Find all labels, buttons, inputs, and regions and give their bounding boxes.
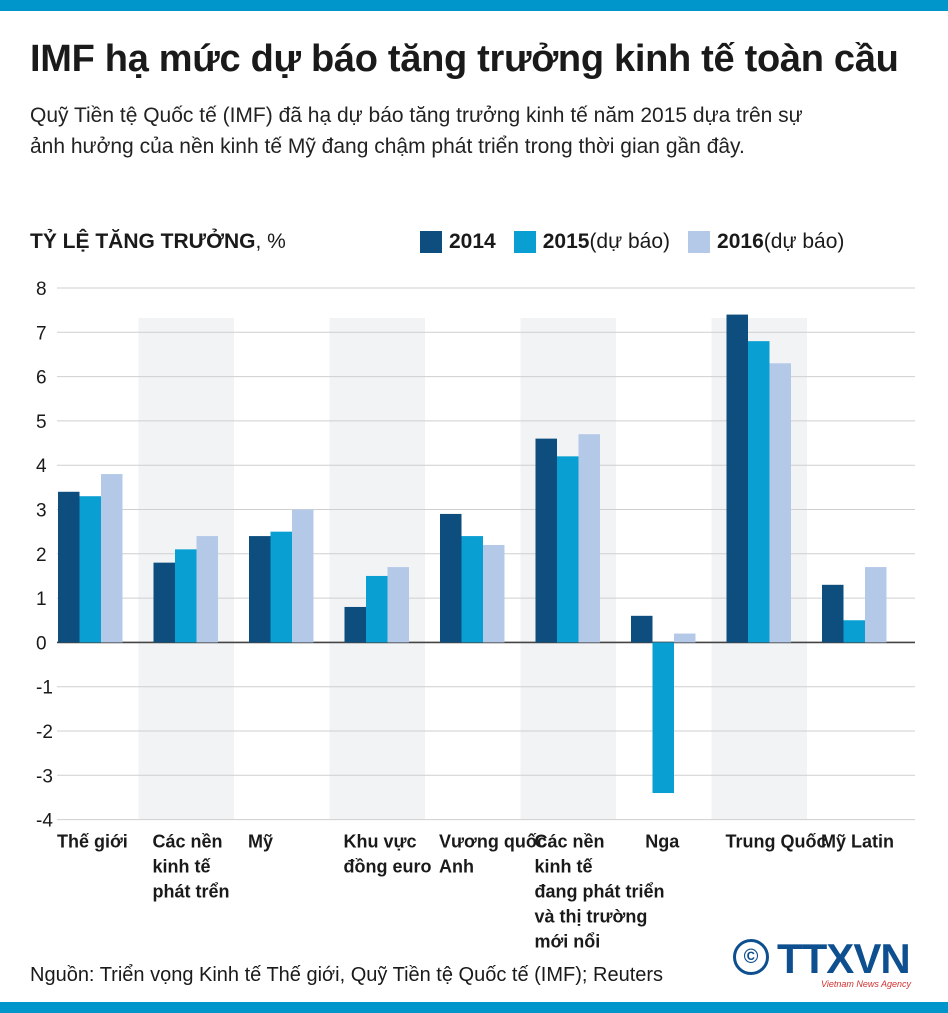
- legend-swatch-2016: [688, 231, 711, 253]
- copyright-icon: ©: [733, 939, 769, 975]
- bar-2016-4: [483, 544, 505, 643]
- bar-2016-1: [196, 536, 218, 643]
- legend-label-2015: 2015: [542, 230, 590, 253]
- x-category-label: Anh: [439, 857, 474, 877]
- x-category-label: Nga: [645, 832, 680, 852]
- ttxvn-logo: © TTXVN Vietnam News Agency: [733, 935, 933, 995]
- y-tick-label: -1: [36, 678, 53, 699]
- x-category-label: Mỹ: [248, 832, 273, 852]
- bar-2015-3: [366, 575, 388, 643]
- bar-2014-5: [535, 438, 557, 643]
- bottom-accent-bar: [0, 1002, 948, 1013]
- x-category-label: Trung Quốc: [726, 832, 827, 852]
- page-subtitle: Quỹ Tiền tệ Quốc tế (IMF) đã hạ dự báo t…: [30, 104, 803, 158]
- bar-2016-6: [674, 633, 696, 643]
- y-tick-label: 8: [36, 279, 47, 300]
- page-title: IMF hạ mức dự báo tăng trưởng kinh tế to…: [30, 38, 899, 80]
- bar-2015-4: [461, 536, 483, 643]
- y-tick-label: 4: [36, 456, 47, 477]
- legend-swatch-2014: [420, 231, 442, 253]
- y-axis-label-main: TỶ LỆ TĂNG TRƯỞNG: [30, 230, 256, 253]
- bar-2015-8: [843, 620, 865, 643]
- y-tick-label: 7: [36, 323, 47, 344]
- bar-2015-7: [748, 341, 770, 643]
- y-tick-label: -3: [36, 766, 53, 787]
- source-note: Nguồn: Triển vọng Kinh tế Thế giới, Quỹ …: [30, 964, 664, 986]
- y-axis-label: TỶ LỆ TĂNG TRƯỞNG, %: [30, 230, 286, 254]
- legend-suffix-2015: (dự báo): [589, 230, 671, 253]
- x-category-label: kinh tế: [153, 857, 212, 877]
- logo-wordmark: TTXVN: [777, 935, 911, 982]
- y-axis-label-unit: , %: [255, 230, 286, 253]
- y-tick-label: 1: [36, 589, 47, 610]
- y-tick-label: -4: [36, 811, 53, 832]
- y-tick-label: 2: [36, 545, 47, 566]
- x-category-label: mới nổi: [535, 932, 601, 952]
- bar-2015-1: [175, 549, 197, 643]
- bar-2014-1: [153, 562, 175, 643]
- bar-2015-2: [270, 531, 292, 643]
- bar-2015-5: [557, 456, 579, 643]
- bar-2014-3: [344, 606, 366, 643]
- legend-suffix-2016: (dự báo): [763, 230, 845, 253]
- x-category-label: Khu vực: [344, 832, 417, 852]
- bar-2016-5: [578, 434, 600, 643]
- x-category-label: Các nền: [153, 832, 223, 852]
- x-category-label: đang phát triển: [535, 882, 665, 902]
- logo-subtitle: Vietnam News Agency: [821, 979, 912, 989]
- column-shade-3: [329, 318, 425, 820]
- bar-2014-4: [440, 513, 462, 643]
- legend-item-2015: 2015 (dự báo): [513, 230, 671, 254]
- x-category-label: Các nền: [535, 832, 605, 852]
- x-category-label: kinh tế: [535, 857, 594, 877]
- bar-2014-2: [249, 536, 271, 643]
- x-category-label: Vương quốc: [439, 832, 547, 852]
- bar-2015-0: [79, 496, 101, 643]
- x-category-label: Thế giới: [57, 832, 128, 852]
- x-category-label: Mỹ Latin: [821, 832, 894, 852]
- legend-label-2016: 2016: [717, 230, 764, 253]
- legend-item-2016: 2016 (dự báo): [688, 230, 844, 254]
- bar-2014-0: [58, 491, 80, 643]
- x-category-label: và thị trường: [535, 907, 648, 927]
- bar-2014-6: [631, 615, 653, 643]
- top-accent-bar: [0, 0, 948, 11]
- bar-2014-8: [822, 584, 844, 643]
- y-tick-label: -2: [36, 722, 53, 743]
- bar-2015-6: [652, 642, 674, 794]
- y-tick-label: 6: [36, 368, 47, 389]
- bar-2016-2: [292, 509, 314, 643]
- x-category-label: đồng euro: [344, 857, 432, 877]
- bar-2016-8: [865, 567, 887, 643]
- bar-2016-3: [387, 567, 409, 643]
- legend-swatch-2015: [513, 231, 536, 253]
- bar-2016-7: [769, 363, 791, 643]
- x-category-label: phát trển: [153, 882, 230, 902]
- bar-2014-7: [726, 314, 748, 643]
- legend-item-2014: 2014: [420, 230, 496, 254]
- chart-legend: 2014 2015 (dự báo) 2016 (dự báo): [420, 230, 844, 254]
- y-tick-label: 3: [36, 501, 47, 522]
- legend-label-2014: 2014: [449, 230, 496, 253]
- bar-2016-0: [101, 474, 123, 643]
- y-tick-label: 0: [36, 633, 47, 654]
- y-tick-label: 5: [36, 412, 47, 433]
